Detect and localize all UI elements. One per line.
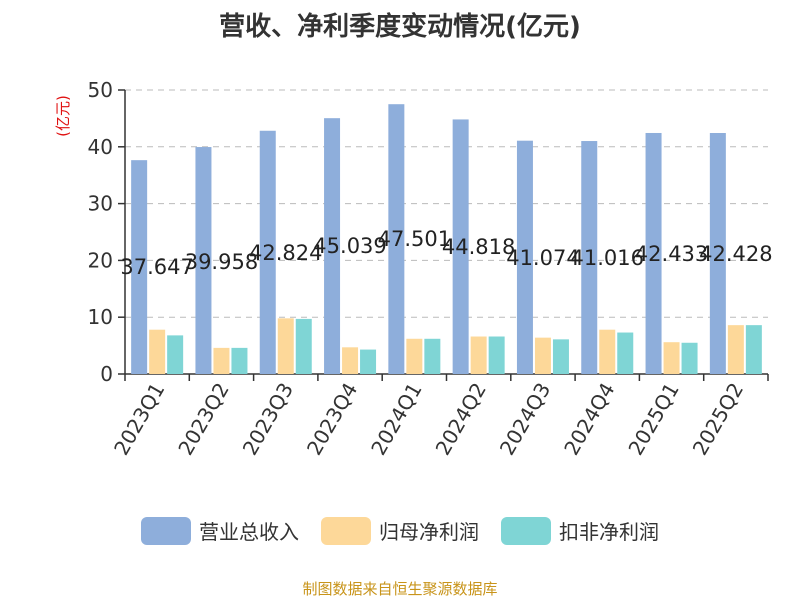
bar-deducted-profit[interactable]: [552, 339, 569, 374]
bar-deducted-profit[interactable]: [360, 349, 377, 374]
data-label: 42.824: [249, 241, 322, 265]
legend-swatch-net-profit: [321, 516, 371, 545]
x-tick-label: 2023Q1: [109, 379, 169, 460]
bar-deducted-profit[interactable]: [681, 342, 698, 374]
bar-net-profit[interactable]: [213, 347, 230, 374]
y-tick-label: 10: [88, 305, 113, 329]
bar-deducted-profit[interactable]: [745, 325, 762, 374]
y-tick-label: 40: [88, 135, 113, 159]
data-label: 42.428: [699, 242, 772, 266]
bar-revenue[interactable]: [581, 141, 598, 374]
legend-item-net-profit[interactable]: 归母净利润: [321, 516, 479, 545]
bar-revenue[interactable]: [516, 140, 533, 374]
x-tick-label: 2023Q4: [302, 379, 362, 460]
x-tick-label: 2023Q3: [238, 379, 298, 460]
legend-label-deducted-profit: 扣非净利润: [559, 520, 659, 544]
chart-title: 营收、净利季度变动情况(亿元): [219, 12, 581, 42]
bar-revenue[interactable]: [195, 147, 212, 374]
data-label: 47.501: [378, 227, 451, 251]
bar-net-profit[interactable]: [727, 325, 744, 374]
x-tick-label: 2024Q4: [559, 379, 619, 460]
bar-revenue[interactable]: [131, 160, 148, 374]
legend-swatch-revenue: [141, 516, 191, 545]
data-label: 39.958: [185, 250, 258, 274]
bar-net-profit[interactable]: [406, 338, 423, 374]
bar-deducted-profit[interactable]: [424, 338, 441, 374]
x-tick-label: 2025Q2: [688, 379, 748, 460]
data-label: 45.039: [313, 234, 386, 258]
legend: 营业总收入 归母净利润 扣非净利润: [0, 516, 800, 545]
bar-deducted-profit[interactable]: [488, 336, 505, 374]
x-tick-label: 2025Q1: [623, 379, 683, 460]
data-label: 42.433: [635, 242, 708, 266]
legend-item-deducted-profit[interactable]: 扣非净利润: [501, 516, 659, 545]
legend-item-revenue[interactable]: 营业总收入: [141, 516, 299, 545]
legend-swatch-deducted-profit: [501, 516, 551, 545]
bar-revenue[interactable]: [388, 104, 405, 374]
bar-net-profit[interactable]: [277, 318, 294, 374]
y-tick-label: 30: [88, 192, 113, 216]
y-tick-label: 50: [88, 78, 113, 102]
bar-net-profit[interactable]: [470, 336, 487, 374]
x-tick-label: 2024Q1: [366, 379, 426, 460]
y-tick-label: 20: [88, 248, 113, 272]
x-tick-label: 2024Q2: [431, 379, 491, 460]
bar-deducted-profit[interactable]: [231, 347, 248, 374]
bar-net-profit[interactable]: [599, 329, 616, 374]
bar-revenue[interactable]: [324, 118, 341, 374]
x-tick-label: 2023Q2: [173, 379, 233, 460]
bar-revenue[interactable]: [709, 133, 726, 374]
source-note: 制图数据来自恒生聚源数据库: [302, 580, 498, 598]
y-axis-label: (亿元): [54, 95, 72, 137]
legend-label-net-profit: 归母净利润: [379, 520, 479, 544]
bar-deducted-profit[interactable]: [167, 335, 184, 374]
bar-deducted-profit[interactable]: [295, 318, 312, 374]
bar-revenue[interactable]: [452, 119, 469, 374]
bar-net-profit[interactable]: [342, 347, 359, 374]
bar-deducted-profit[interactable]: [617, 332, 634, 374]
data-label: 41.074: [506, 246, 579, 270]
bar-revenue[interactable]: [645, 132, 662, 374]
bar-revenue[interactable]: [259, 130, 276, 374]
bar-net-profit[interactable]: [534, 337, 551, 374]
data-label: 37.647: [120, 255, 193, 279]
bar-net-profit[interactable]: [663, 342, 680, 374]
data-label: 44.818: [442, 235, 515, 259]
y-tick-label: 0: [100, 362, 113, 386]
bar-net-profit[interactable]: [149, 329, 166, 374]
x-tick-label: 2024Q3: [495, 379, 555, 460]
data-label: 41.016: [571, 246, 644, 270]
legend-label-revenue: 营业总收入: [199, 520, 299, 544]
